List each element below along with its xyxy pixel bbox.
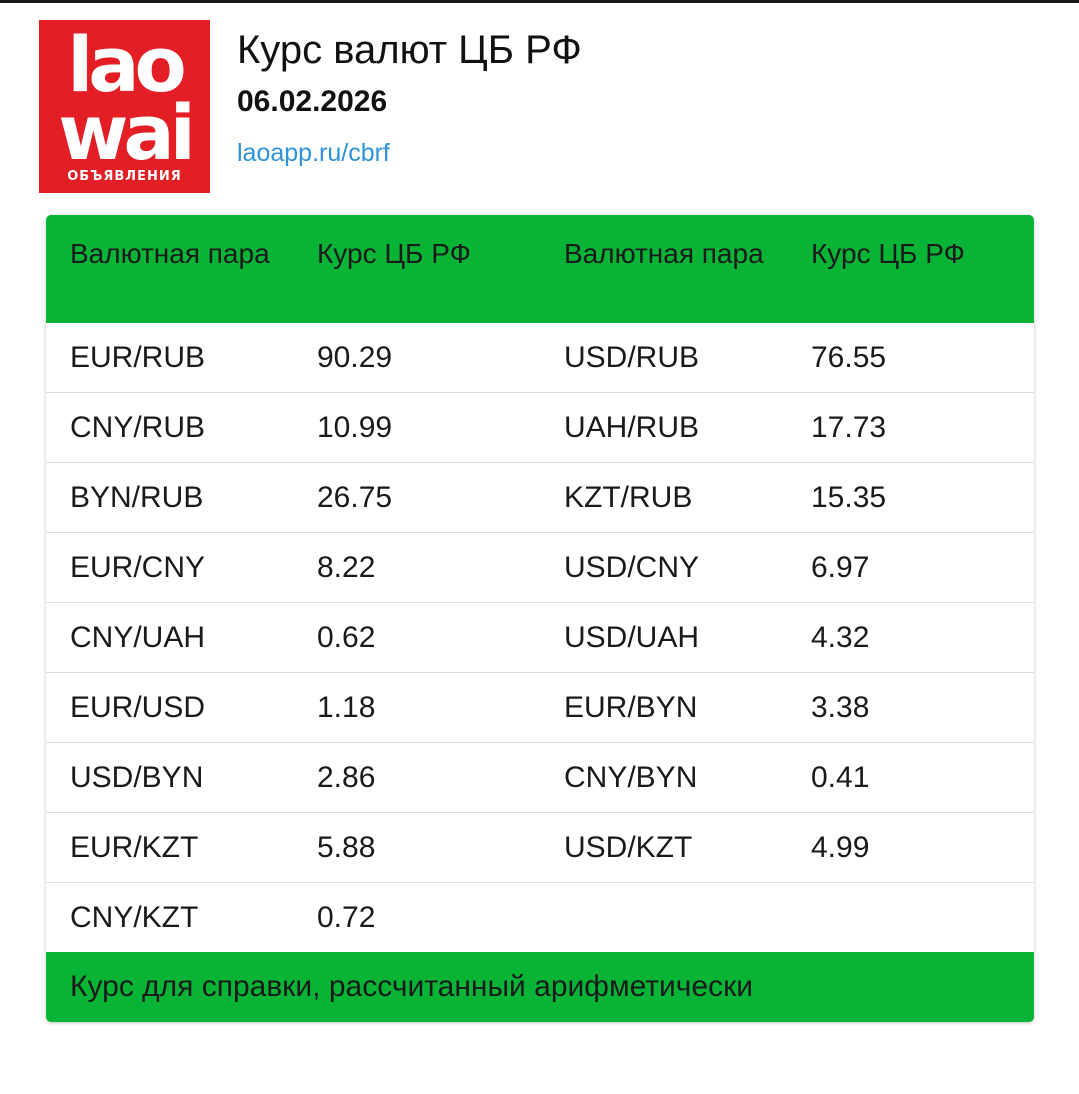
currency-pair: CNY/UAH (70, 621, 206, 654)
table-row: EUR/RUB 90.29 USD/RUB 76.55 (46, 323, 1034, 393)
currency-pair: BYN/RUB (70, 481, 204, 514)
rate-value: 0.72 (317, 901, 376, 934)
table-row: CNY/RUB 10.99 UAH/RUB 17.73 (46, 393, 1034, 463)
rate-value: 5.88 (317, 831, 376, 864)
rate-value: 76.55 (811, 341, 887, 374)
currency-pair: USD/CNY (564, 551, 700, 584)
logo-line-wai: wai (58, 88, 196, 177)
currency-pair (540, 883, 787, 953)
currency-pair: USD/BYN (70, 761, 204, 794)
rate-value: 15.35 (811, 481, 887, 514)
rate-value: 10.99 (317, 411, 393, 444)
table-row: CNY/KZT 0.72 (46, 883, 1034, 953)
logo-line-lao: lao (67, 20, 187, 109)
table-row: CNY/UAH 0.62 USD/UAH 4.32 (46, 603, 1034, 673)
rate-value: 4.99 (811, 831, 870, 864)
rate-value: 90.29 (317, 341, 393, 374)
currency-pair: USD/RUB (564, 341, 700, 374)
currency-pair: USD/KZT (564, 831, 693, 864)
rate-value: 4.32 (811, 621, 870, 654)
laowai-logo: lao wai ОБЪЯВЛЕНИЯ (39, 20, 210, 193)
currency-pair: EUR/BYN (564, 691, 698, 724)
table-row: EUR/CNY 8.22 USD/CNY 6.97 (46, 533, 1034, 603)
rate-date: 06.02.2026 (237, 85, 388, 118)
currency-pair: EUR/KZT (70, 831, 199, 864)
currency-pair: EUR/USD (70, 691, 206, 724)
header-rate: Курс ЦБ РФ (811, 238, 965, 269)
logo-line-ads: ОБЪЯВЛЕНИЯ (67, 169, 182, 184)
currency-pair: CNY/KZT (70, 901, 199, 934)
table-header: Валютная пара Курс ЦБ РФ Валютная пара К… (46, 215, 1034, 323)
currency-pair: EUR/RUB (70, 341, 206, 374)
rate-value: 1.18 (317, 691, 376, 724)
header-pair: Валютная пара (70, 238, 270, 269)
header-pair: Валютная пара (564, 238, 764, 269)
rate-value: 3.38 (811, 691, 870, 724)
table-row: EUR/USD 1.18 EUR/BYN 3.38 (46, 673, 1034, 743)
currency-pair: KZT/RUB (564, 481, 693, 514)
rate-value: 0.62 (317, 621, 376, 654)
rate-value: 6.97 (811, 551, 870, 584)
currency-pair: CNY/RUB (70, 411, 206, 444)
currency-pair: USD/UAH (564, 621, 700, 654)
source-link[interactable]: laoapp.ru/cbrf (237, 139, 390, 167)
rate-value: 8.22 (317, 551, 376, 584)
header-rate: Курс ЦБ РФ (317, 238, 471, 269)
table-footer-note: Курс для справки, рассчитанный арифметич… (46, 952, 1034, 1022)
currency-pair: CNY/BYN (564, 761, 698, 794)
rate-value: 2.86 (317, 761, 376, 794)
page-title: Курс валют ЦБ РФ (237, 28, 582, 72)
table-row: EUR/KZT 5.88 USD/KZT 4.99 (46, 813, 1034, 883)
table-row: USD/BYN 2.86 CNY/BYN 0.41 (46, 743, 1034, 813)
currency-pair: UAH/RUB (564, 411, 700, 444)
rate-value (787, 883, 1034, 953)
rates-table: Валютная пара Курс ЦБ РФ Валютная пара К… (46, 215, 1034, 1022)
rate-value: 26.75 (317, 481, 393, 514)
rate-value: 17.73 (811, 411, 887, 444)
table-row: BYN/RUB 26.75 KZT/RUB 15.35 (46, 463, 1034, 533)
currency-pair: EUR/CNY (70, 551, 206, 584)
rate-value: 0.41 (811, 761, 870, 794)
